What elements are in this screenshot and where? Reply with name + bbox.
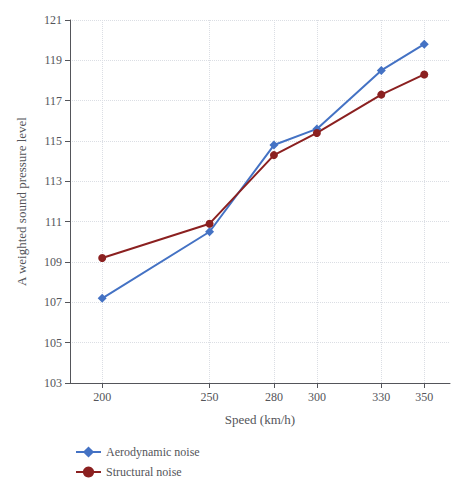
svg-text:Structural noise: Structural noise (106, 465, 182, 479)
svg-text:200: 200 (93, 390, 111, 404)
svg-text:250: 250 (201, 390, 219, 404)
svg-text:113: 113 (44, 174, 62, 188)
svg-text:105: 105 (44, 336, 62, 350)
svg-text:121: 121 (44, 13, 62, 27)
svg-text:300: 300 (308, 390, 326, 404)
svg-text:Speed (km/h): Speed (km/h) (225, 412, 295, 427)
svg-text:119: 119 (44, 53, 62, 67)
svg-text:109: 109 (44, 255, 62, 269)
svg-text:330: 330 (372, 390, 390, 404)
svg-text:107: 107 (44, 295, 62, 309)
svg-text:103: 103 (44, 376, 62, 390)
svg-text:111: 111 (45, 215, 62, 229)
svg-text:A weighted sound pressure leve: A weighted sound pressure level (14, 117, 29, 286)
svg-text:280: 280 (265, 390, 283, 404)
svg-text:350: 350 (415, 390, 433, 404)
svg-text:117: 117 (44, 94, 62, 108)
svg-text:115: 115 (44, 134, 62, 148)
svg-text:Aerodynamic noise: Aerodynamic noise (106, 445, 200, 459)
